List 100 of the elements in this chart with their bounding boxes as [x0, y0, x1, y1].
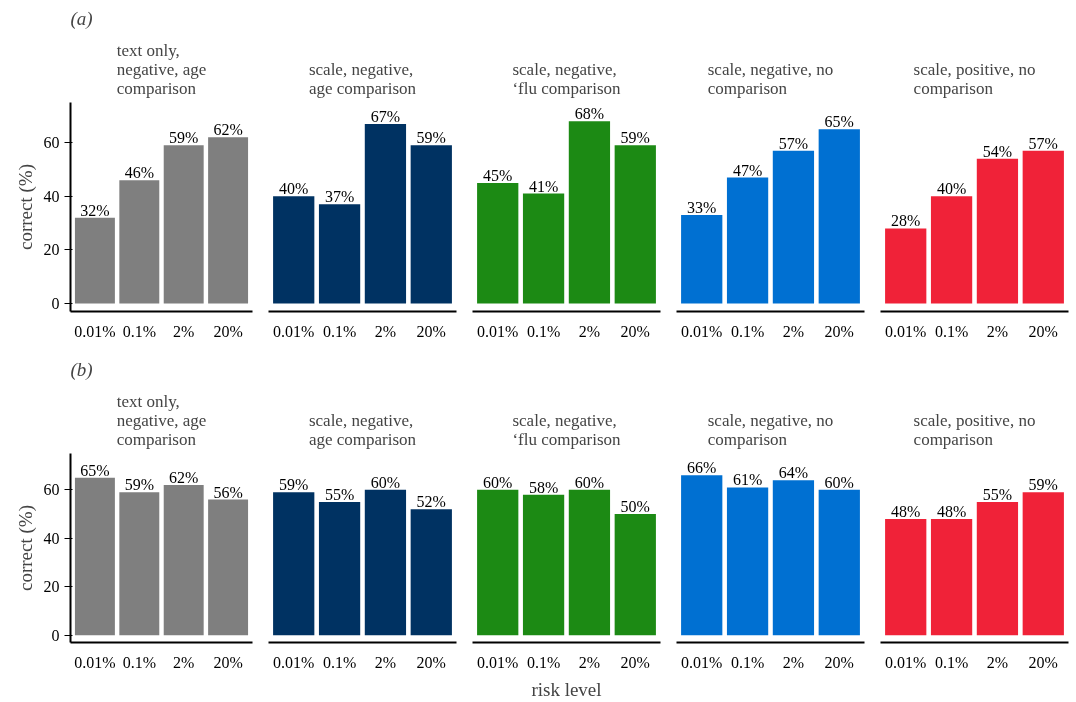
y-tick-label: 60 — [43, 134, 60, 152]
data-label: 50% — [620, 498, 650, 516]
y-tick-label: 40 — [43, 187, 60, 205]
data-label: 57% — [778, 134, 809, 152]
y-axis-title: correct (%) — [14, 505, 37, 591]
x-tick-label: 20% — [416, 653, 446, 671]
x-tick-label: 0.01% — [273, 322, 315, 340]
x-tick-label: 0.01% — [681, 653, 723, 671]
x-tick-label: 2% — [986, 653, 1009, 671]
x-tick-label: 2% — [578, 653, 601, 671]
x-tick-label: 0.01% — [885, 322, 927, 340]
x-tick-label: 20% — [824, 322, 854, 340]
data-label: 59% — [620, 129, 650, 147]
chart-title: scale, negative, ‘flu comparison — [512, 59, 622, 98]
data-label: 59% — [1028, 476, 1058, 494]
data-label: 47% — [732, 161, 763, 179]
x-tick-label: 0.1% — [526, 322, 561, 340]
chart-title: scale, negative, ‘flu comparison — [512, 410, 622, 449]
data-label: 52% — [416, 493, 446, 511]
x-tick-label: 0.1% — [526, 653, 561, 671]
x-axis-title: risk level — [531, 678, 602, 700]
x-tick-label: 2% — [578, 322, 601, 340]
chart-title: text only, negative, age comparison — [116, 40, 207, 98]
x-tick-label: 20% — [213, 653, 243, 671]
x-tick-label: 0.01% — [681, 322, 723, 340]
y-tick-label: 40 — [43, 529, 60, 547]
chart-title: scale, negative, age comparison — [308, 410, 417, 449]
y-tick-label: 0 — [51, 294, 60, 312]
data-label: 64% — [778, 464, 809, 482]
x-tick-label: 20% — [1028, 322, 1058, 340]
chart-title: text only, negative, age comparison — [116, 391, 207, 449]
x-tick-label: 0.1% — [122, 653, 156, 671]
x-tick-label: 0.01% — [885, 653, 927, 671]
data-label: 59% — [124, 476, 154, 494]
data-label: 45% — [483, 166, 513, 184]
x-tick-label: 2% — [374, 322, 397, 340]
y-tick-label: 20 — [43, 241, 60, 259]
x-tick-label: 2% — [374, 653, 397, 671]
y-tick-label: 20 — [43, 578, 60, 596]
text: (a) — [70, 7, 93, 30]
x-tick-label: 2% — [986, 322, 1009, 340]
x-tick-label: 0.1% — [322, 653, 357, 671]
data-label: 59% — [416, 129, 446, 147]
x-tick-label: 0.1% — [934, 322, 969, 340]
data-label: 28% — [891, 212, 921, 230]
data-label: 67% — [370, 107, 401, 125]
data-label: 33% — [687, 199, 717, 217]
data-label: 59% — [169, 129, 199, 147]
data-label: 61% — [732, 471, 763, 489]
data-label: 48% — [891, 502, 921, 520]
data-label: 65% — [824, 113, 854, 131]
x-tick-label: 0.1% — [122, 322, 156, 340]
data-label: 46% — [124, 164, 154, 182]
data-label: 32% — [80, 201, 110, 219]
x-tick-label: 20% — [1028, 653, 1058, 671]
x-tick-label: 0.1% — [730, 653, 765, 671]
x-tick-label: 0.01% — [74, 322, 116, 340]
data-label: 60% — [574, 473, 605, 491]
data-label: 37% — [324, 188, 355, 206]
data-label: 54% — [982, 142, 1013, 160]
x-tick-label: 0.1% — [322, 322, 357, 340]
data-label: 60% — [483, 473, 513, 491]
x-tick-label: 0.1% — [730, 322, 765, 340]
x-tick-label: 0.01% — [74, 653, 116, 671]
x-tick-label: 20% — [824, 653, 854, 671]
data-label: 40% — [936, 180, 967, 198]
data-label: 41% — [528, 177, 559, 195]
data-label: 65% — [80, 461, 110, 479]
data-label: 55% — [324, 485, 355, 503]
x-tick-label: 20% — [416, 322, 446, 340]
data-label: 56% — [213, 483, 243, 501]
data-label: 66% — [687, 459, 717, 477]
chart-title: scale, positive, no comparison — [913, 59, 1036, 98]
x-tick-label: 2% — [782, 653, 805, 671]
data-label: 57% — [1028, 134, 1058, 152]
x-tick-label: 0.01% — [477, 653, 519, 671]
y-tick-label: 0 — [51, 626, 60, 644]
data-label: 62% — [169, 469, 199, 486]
data-label: 58% — [528, 478, 559, 496]
data-label: 62% — [213, 121, 243, 139]
y-tick-label: 60 — [43, 481, 60, 499]
data-label: 60% — [370, 473, 401, 491]
text: (b) — [70, 358, 93, 381]
data-label: 55% — [982, 485, 1013, 503]
data-label: 68% — [574, 105, 605, 123]
data-label: 48% — [936, 502, 967, 520]
x-tick-label: 0.1% — [934, 653, 969, 671]
chart-title: scale, negative, age comparison — [308, 59, 417, 98]
x-tick-label: 20% — [620, 653, 650, 671]
x-tick-label: 0.01% — [477, 322, 519, 340]
x-tick-label: 2% — [173, 322, 195, 340]
y-axis-title: correct (%) — [14, 164, 37, 250]
data-label: 59% — [279, 476, 309, 494]
x-tick-label: 0.01% — [273, 653, 315, 671]
data-label: 60% — [824, 473, 854, 491]
chart-title: scale, positive, no comparison — [913, 410, 1036, 449]
data-label: 40% — [279, 180, 309, 198]
chart-title: scale, negative, no comparison — [707, 59, 834, 98]
chart-title: scale, negative, no comparison — [707, 410, 834, 449]
x-tick-label: 2% — [173, 653, 195, 671]
